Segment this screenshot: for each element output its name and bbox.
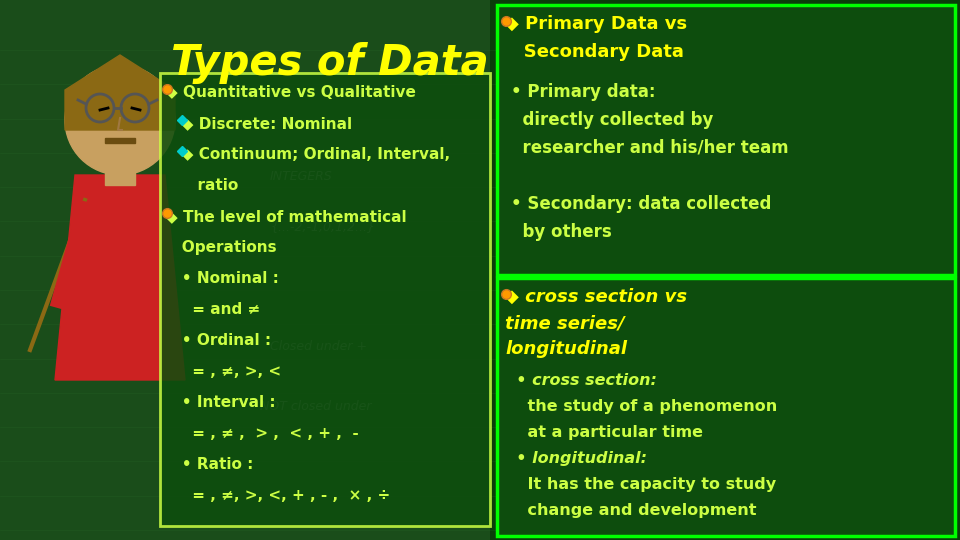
FancyBboxPatch shape xyxy=(490,0,960,540)
Text: Closed under +: Closed under + xyxy=(270,340,367,353)
FancyBboxPatch shape xyxy=(160,73,490,526)
Polygon shape xyxy=(65,55,175,130)
Text: ◆ The level of mathematical: ◆ The level of mathematical xyxy=(166,209,407,224)
Text: change and development: change and development xyxy=(505,503,756,518)
Text: ratio: ratio xyxy=(166,178,238,193)
Bar xyxy=(105,165,135,185)
FancyBboxPatch shape xyxy=(497,5,955,275)
Text: directly collected by: directly collected by xyxy=(511,111,713,129)
Text: ◆ Quantitative vs Qualitative: ◆ Quantitative vs Qualitative xyxy=(166,85,416,100)
Text: researcher and his/her team: researcher and his/her team xyxy=(511,139,788,157)
Text: the study of a phenomenon: the study of a phenomenon xyxy=(505,399,778,414)
Polygon shape xyxy=(55,175,185,380)
FancyBboxPatch shape xyxy=(497,278,955,536)
Text: = , ≠, >, <, + , - ,  × , ÷: = , ≠, >, <, + , - , × , ÷ xyxy=(166,488,391,503)
Text: • Secondary: data collected: • Secondary: data collected xyxy=(511,195,772,213)
Text: ◆ Discrete: Nominal: ◆ Discrete: Nominal xyxy=(166,116,352,131)
Text: by others: by others xyxy=(511,223,612,241)
Text: • Ratio :: • Ratio : xyxy=(166,457,253,472)
Text: Types of Data: Types of Data xyxy=(171,42,489,84)
Text: • longitudinal:: • longitudinal: xyxy=(505,451,647,466)
Text: • Ordinal :: • Ordinal : xyxy=(166,333,271,348)
Text: • Interval :: • Interval : xyxy=(166,395,276,410)
Text: = , ≠, >, <: = , ≠, >, < xyxy=(166,364,281,379)
Polygon shape xyxy=(105,138,135,143)
Text: • Primary data:: • Primary data: xyxy=(511,83,656,101)
Text: ◆ Primary Data vs: ◆ Primary Data vs xyxy=(505,15,687,33)
Text: = and ≠: = and ≠ xyxy=(166,302,260,317)
Text: NOT closed under: NOT closed under xyxy=(260,400,372,413)
Text: INTEGERS: INTEGERS xyxy=(270,170,332,183)
Text: {...-2,-1,0,1,2...}: {...-2,-1,0,1,2...} xyxy=(270,220,375,233)
Text: ◆ cross section vs: ◆ cross section vs xyxy=(505,288,687,306)
Text: ◆ Continuum; Ordinal, Interval,: ◆ Continuum; Ordinal, Interval, xyxy=(166,147,450,162)
Text: longitudinal: longitudinal xyxy=(505,340,627,358)
Text: It has the capacity to study: It has the capacity to study xyxy=(505,477,776,492)
Text: = , ≠ ,  > ,  < , + ,  -: = , ≠ , > , < , + , - xyxy=(166,426,359,441)
Circle shape xyxy=(65,65,175,175)
Text: time series/: time series/ xyxy=(505,314,625,332)
Text: Operations: Operations xyxy=(166,240,276,255)
Text: • Nominal :: • Nominal : xyxy=(166,271,278,286)
Text: • cross section:: • cross section: xyxy=(505,373,657,388)
Text: at a particular time: at a particular time xyxy=(505,425,703,440)
Text: Secondary Data: Secondary Data xyxy=(505,43,684,61)
